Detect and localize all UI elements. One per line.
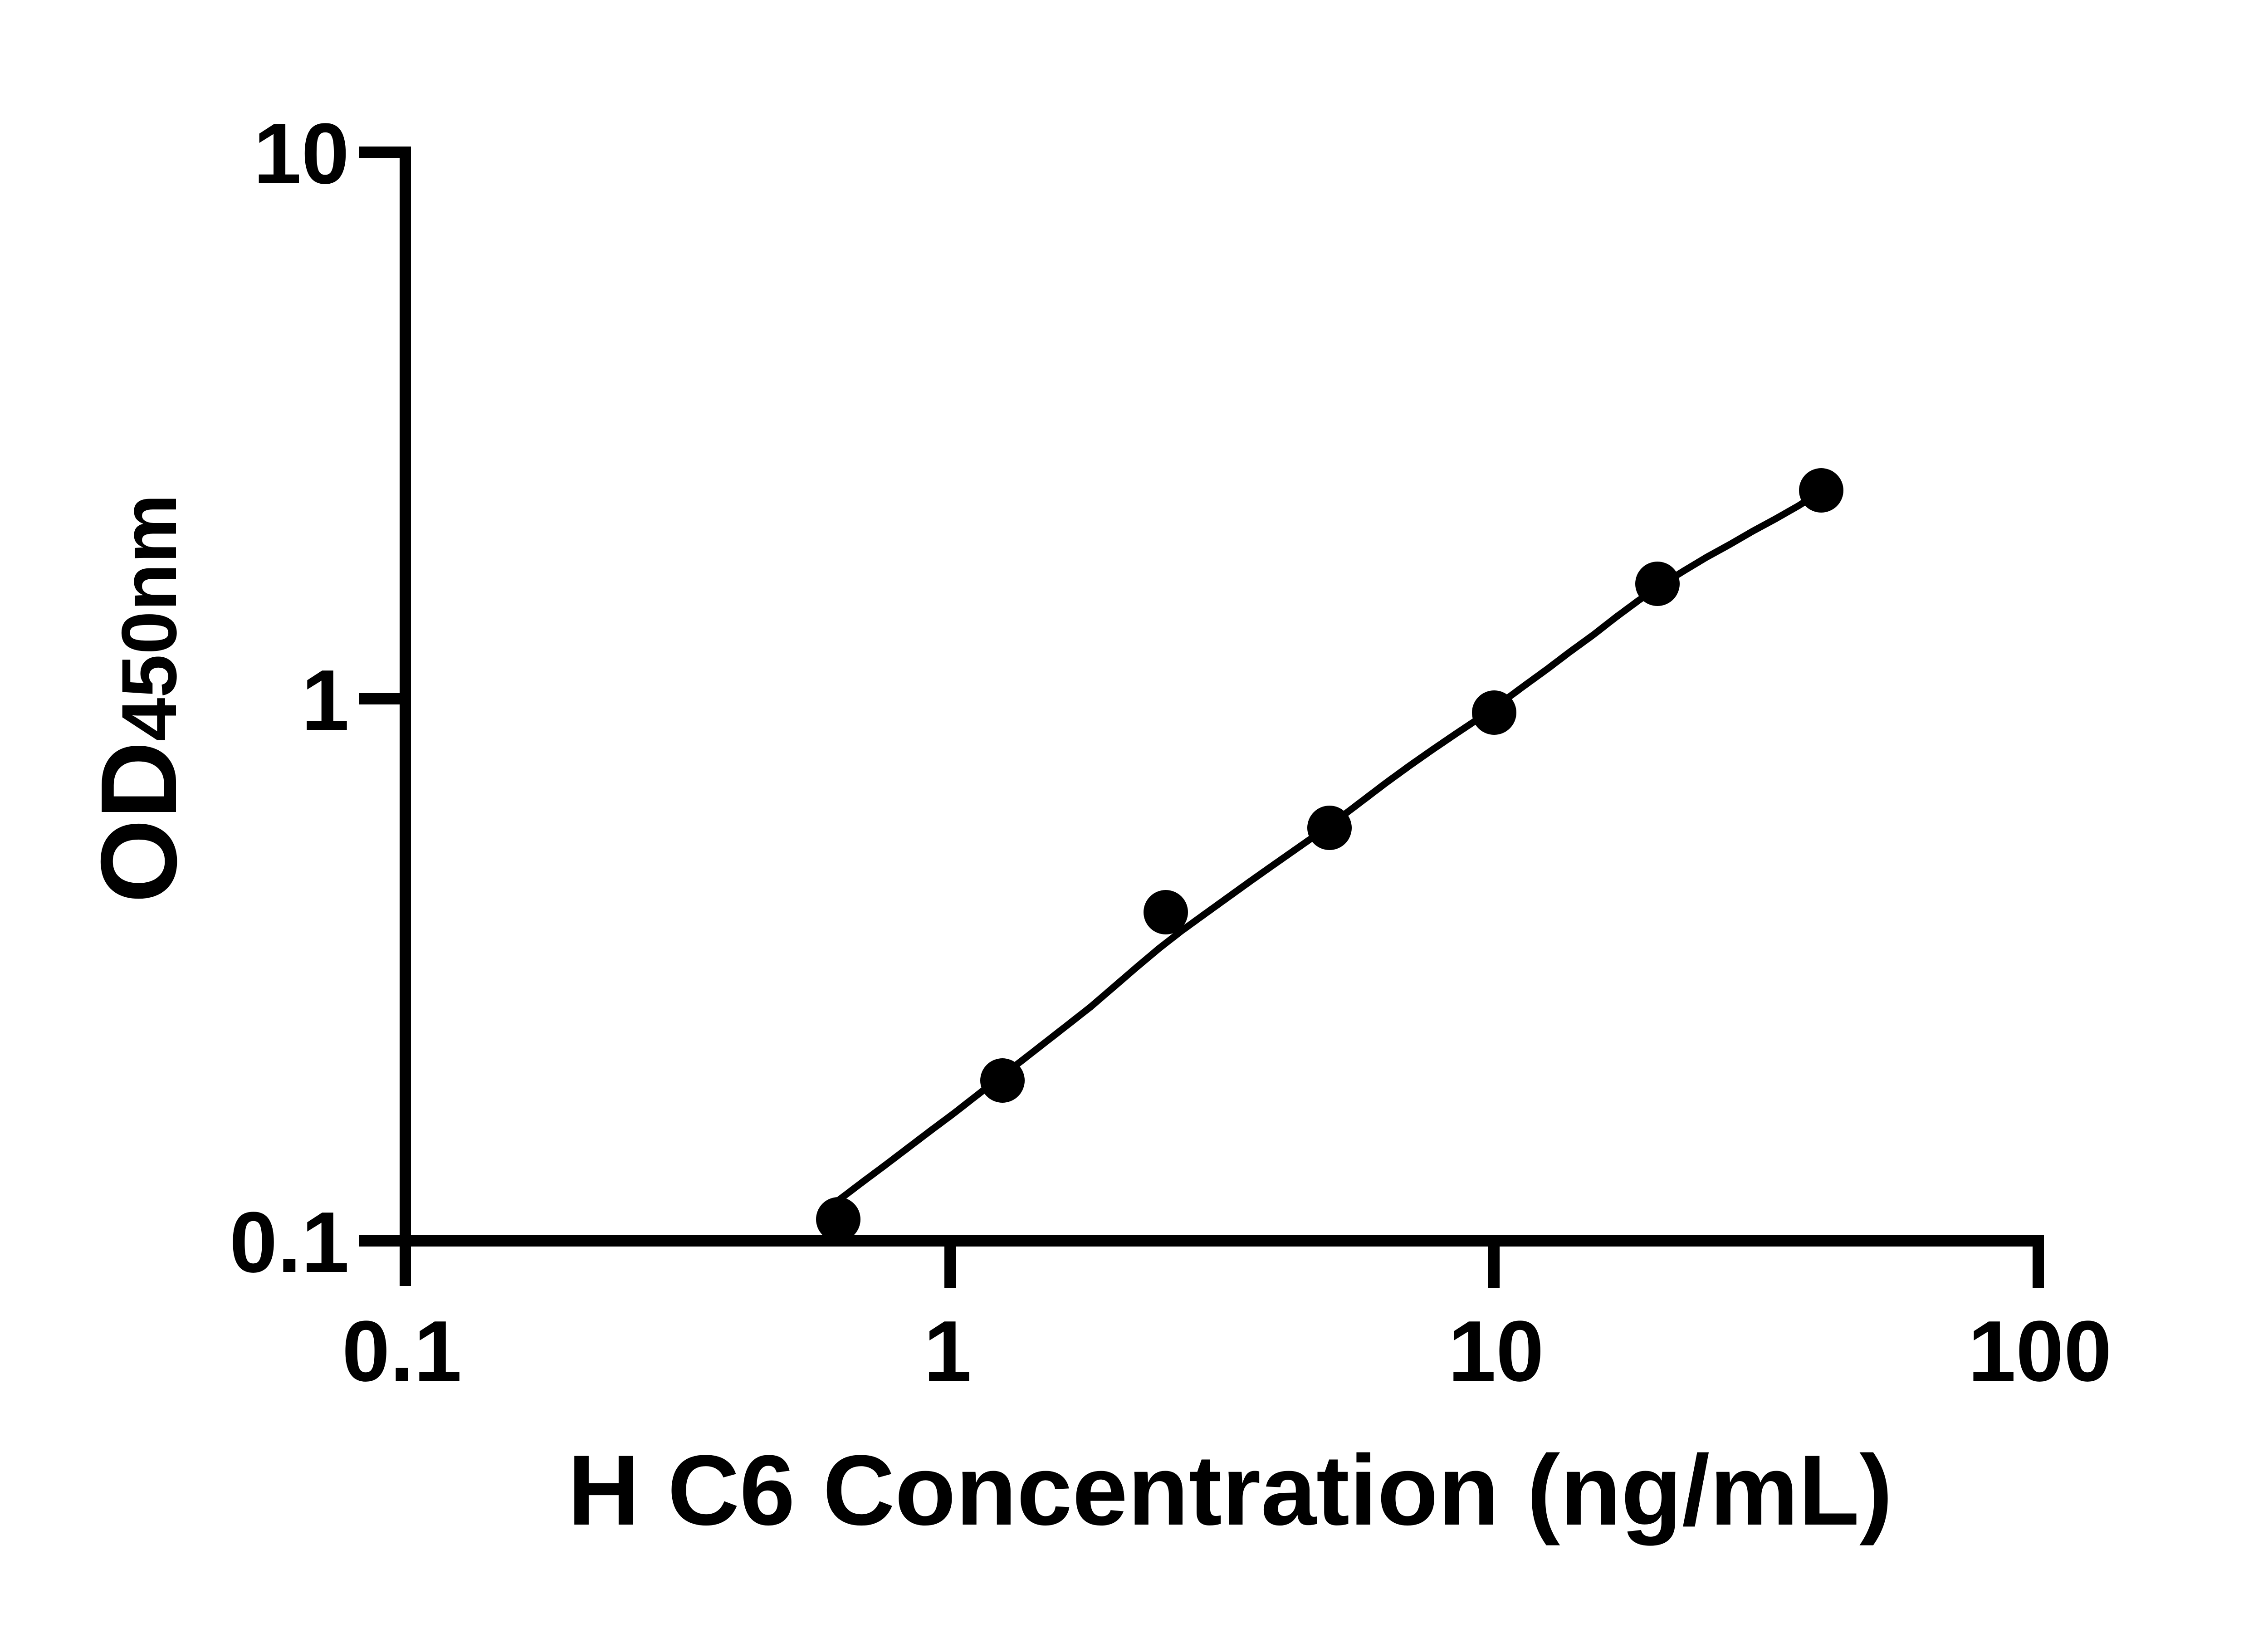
svg-text:H C6 Concentration (ng/mL): H C6 Concentration (ng/mL) <box>567 1434 1892 1546</box>
svg-text:0.1: 0.1 <box>230 1194 349 1291</box>
svg-text:1: 1 <box>301 652 349 748</box>
svg-text:10: 10 <box>254 106 349 202</box>
svg-text:0.1: 0.1 <box>342 1303 462 1399</box>
svg-text:1: 1 <box>924 1303 972 1399</box>
svg-text:100: 100 <box>1968 1303 2112 1399</box>
svg-text:10: 10 <box>1448 1303 1544 1399</box>
